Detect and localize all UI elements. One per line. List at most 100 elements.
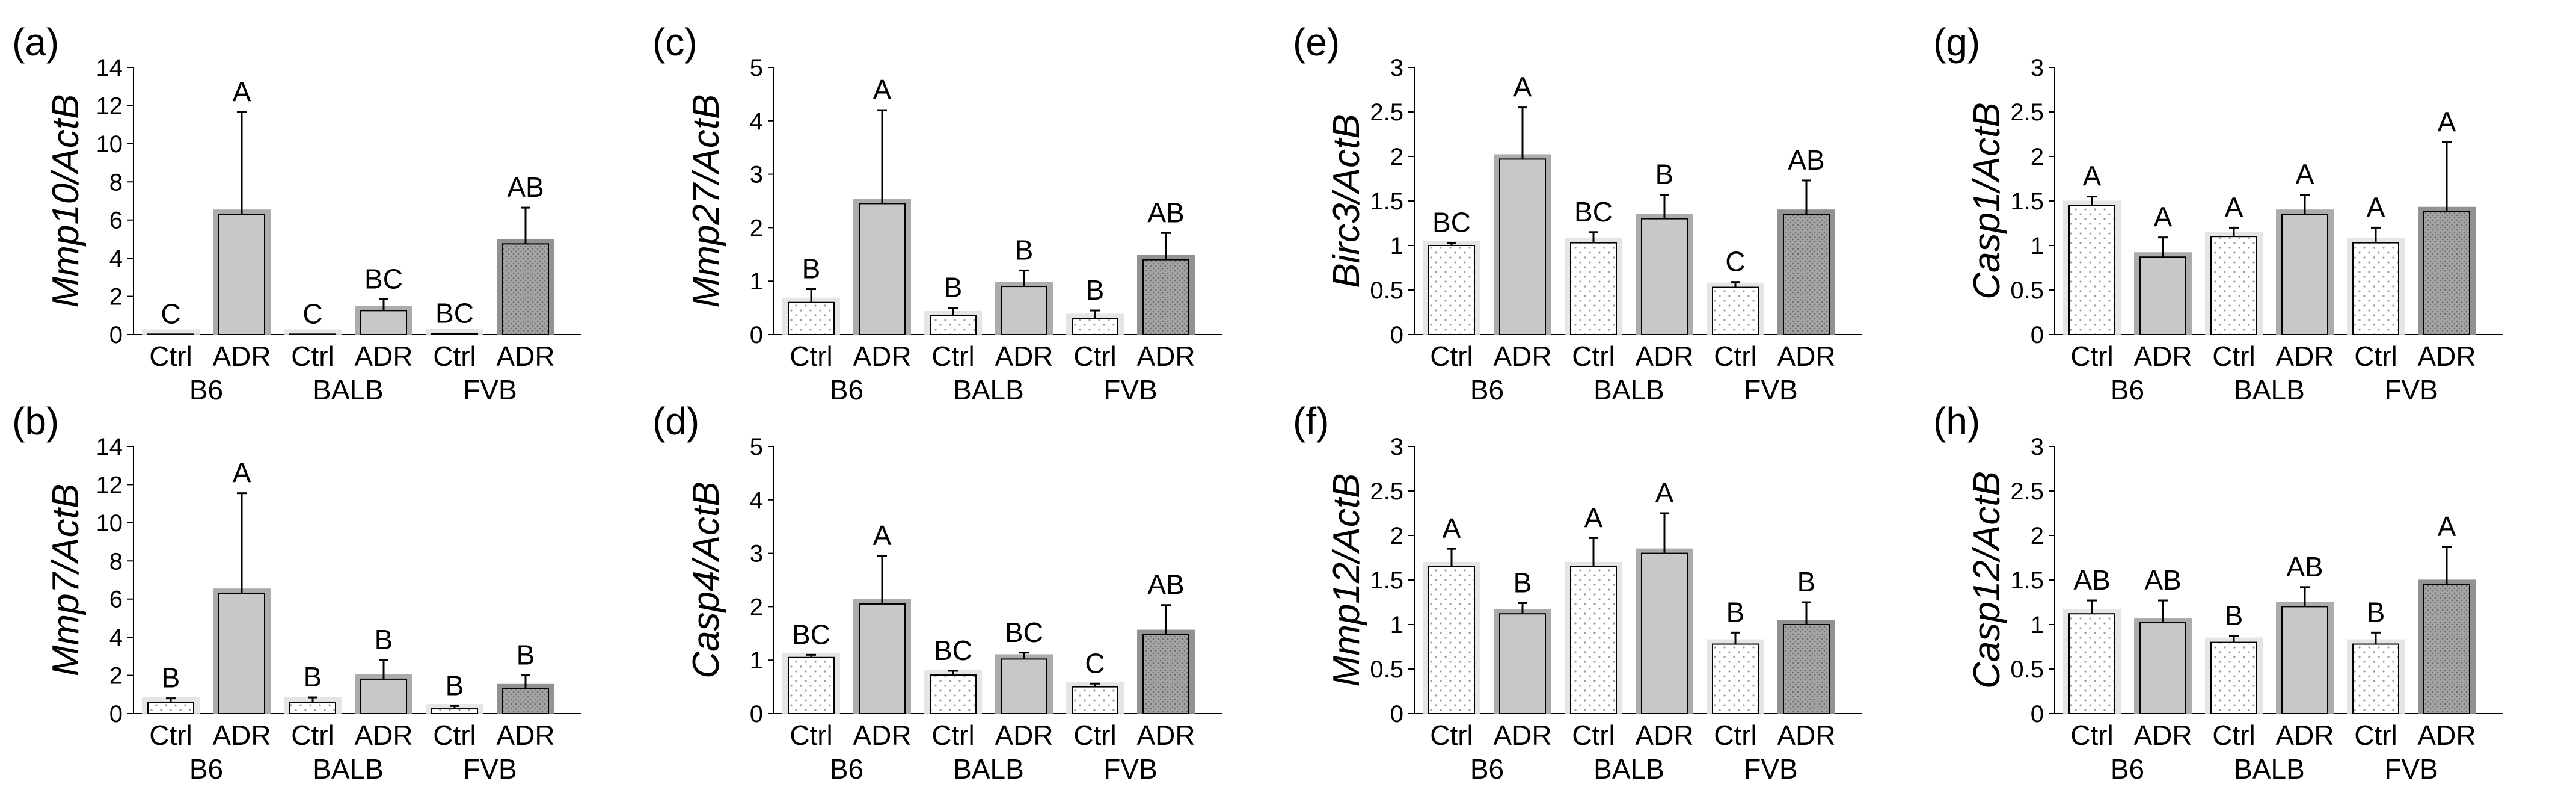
bar-ctrl-b6: [147, 333, 194, 336]
bar-adr-balb: [1001, 286, 1047, 335]
bar-shadow: [426, 329, 483, 335]
bar-adr-fvb: [502, 243, 549, 335]
significance-letter: B: [2225, 600, 2243, 631]
significance-letter: BC: [1574, 196, 1613, 227]
bar-ctrl-fvb: [431, 333, 478, 336]
bar-adr-fvb: [1142, 259, 1189, 335]
bar-adr-fvb: [1142, 634, 1189, 715]
y-tick-label: 2.5: [1370, 478, 1403, 505]
x-category-label: ADR: [2275, 341, 2334, 372]
y-tick-label: 1: [1390, 612, 1403, 638]
y-tick-label: 2: [750, 594, 763, 620]
significance-letter: A: [2296, 159, 2314, 190]
significance-letter: B: [1086, 274, 1105, 306]
y-tick-label: 5: [750, 55, 763, 81]
y-tick-label: 6: [109, 587, 123, 613]
significance-letter: B: [1797, 566, 1816, 597]
y-tick-label: 3: [750, 541, 763, 567]
significance-letter: B: [304, 661, 322, 693]
bar-adr-balb: [1001, 658, 1047, 714]
bar-ctrl-balb: [2210, 236, 2257, 336]
bar-adr-balb: [1641, 218, 1688, 335]
y-tick-label: 2.5: [2010, 478, 2044, 505]
significance-letter: A: [2225, 191, 2243, 223]
x-category-label: Ctrl: [2070, 341, 2114, 372]
bar-ctrl-fvb: [1712, 643, 1759, 715]
significance-letter: A: [1443, 513, 1461, 544]
bar-adr-fvb: [1783, 214, 1830, 336]
bar-ctrl-balb: [289, 333, 336, 336]
x-group-label: B6: [830, 753, 863, 785]
bar-ctrl-balb: [2210, 641, 2257, 714]
y-tick-label: 1.5: [1370, 188, 1403, 215]
x-category-label: ADR: [853, 720, 911, 751]
x-category-label: Ctrl: [1073, 720, 1117, 751]
y-tick-label: 0: [750, 701, 763, 727]
significance-letter: AB: [1147, 569, 1184, 600]
x-group-label: BALB: [2234, 374, 2305, 406]
x-category-label: ADR: [2133, 341, 2192, 372]
bar-ctrl-fvb: [1072, 318, 1118, 335]
bar-adr-balb: [2281, 214, 2328, 336]
panel-label: (e): [1293, 20, 1340, 64]
significance-letter: BC: [792, 619, 830, 650]
x-category-label: ADR: [212, 341, 271, 372]
x-category-label: ADR: [2133, 720, 2192, 751]
bar-ctrl-b6: [1428, 566, 1475, 714]
y-tick-label: 6: [109, 208, 123, 234]
panel-label: (h): [1933, 400, 1980, 443]
x-category-label: ADR: [2275, 720, 2334, 751]
x-category-label: ADR: [1635, 341, 1693, 372]
significance-letter: B: [162, 662, 180, 694]
chart-panel-c: (c) Mmp27/ActB 0 1 2 3 4 5 B Ctrl A ADR B Ctrl B ADR B Ct…: [652, 20, 1222, 406]
chart-panel-d: (d) Casp4/ActB 0 1 2 3 4 5 BC Ctrl A ADR BC Ctrl BC ADR…: [652, 400, 1222, 785]
x-category-label: Ctrl: [2212, 341, 2256, 372]
significance-letter: AB: [2073, 564, 2110, 596]
bar-shadow: [284, 329, 342, 335]
bar-ctrl-balb: [930, 315, 977, 335]
x-category-label: ADR: [1136, 720, 1195, 751]
bar-ctrl-b6: [2068, 613, 2115, 714]
x-category-label: Ctrl: [149, 341, 192, 372]
y-tick-label: 0: [1390, 701, 1403, 727]
significance-letter: A: [1655, 477, 1674, 508]
bar-ctrl-fvb: [431, 708, 478, 714]
significance-letter: B: [1015, 234, 1034, 265]
x-group-label: FVB: [1103, 753, 1157, 785]
x-category-label: ADR: [1777, 720, 1835, 751]
x-category-label: Ctrl: [1714, 341, 1757, 372]
x-category-label: ADR: [853, 341, 911, 372]
x-category-label: ADR: [1777, 341, 1835, 372]
x-group-label: B6: [189, 753, 223, 785]
significance-letter: A: [233, 457, 251, 489]
y-tick-label: 2: [109, 284, 123, 310]
significance-letter: C: [1725, 246, 1745, 277]
significance-letter: A: [2083, 161, 2102, 192]
bar-adr-balb: [1641, 552, 1688, 714]
chart-panel-e: (e)Birc3/ActB00.511.522.53BCCtrlAADRBCCt…: [1293, 20, 1862, 406]
significance-letter: B: [517, 640, 535, 671]
chart-panel-a: (a) Mmp10/ActB 0 2 4 6 8 10 12 14 C Ctrl A ADR C Ctrl BC…: [12, 20, 581, 406]
y-tick-label: 2: [1390, 144, 1403, 170]
panel-label: (f): [1293, 400, 1329, 443]
y-axis-title: Casp1/ActB: [1966, 102, 2008, 299]
significance-letter: A: [2438, 106, 2456, 137]
y-tick-label: 2.5: [2010, 99, 2044, 126]
bar-adr-balb: [360, 678, 407, 715]
bar-adr-fvb: [1783, 624, 1830, 714]
bar-ctrl-balb: [1570, 242, 1617, 335]
bar-ctrl-balb: [289, 701, 336, 715]
significance-letter: BC: [364, 263, 403, 294]
bar-adr-b6: [1499, 613, 1546, 714]
significance-letter: A: [1584, 502, 1603, 533]
panel-label: (b): [12, 400, 59, 443]
y-tick-label: 2: [1390, 523, 1403, 549]
x-category-label: Ctrl: [1572, 341, 1615, 372]
significance-letter: BC: [934, 635, 972, 666]
x-group-label: B6: [2111, 753, 2144, 785]
x-group-label: BALB: [313, 374, 384, 406]
x-category-label: ADR: [496, 341, 554, 372]
bar-adr-balb: [360, 310, 407, 335]
x-category-label: Ctrl: [2212, 720, 2256, 751]
significance-letter: C: [302, 298, 322, 329]
